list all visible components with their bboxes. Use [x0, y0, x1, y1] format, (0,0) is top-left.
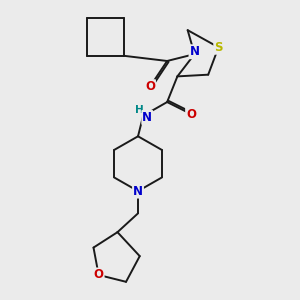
Text: N: N — [142, 111, 152, 124]
Text: H: H — [135, 105, 143, 115]
Text: O: O — [94, 268, 103, 281]
Text: O: O — [145, 80, 155, 93]
Text: N: N — [133, 184, 143, 198]
Text: O: O — [186, 108, 196, 121]
Text: S: S — [214, 41, 223, 54]
Text: N: N — [190, 45, 200, 58]
